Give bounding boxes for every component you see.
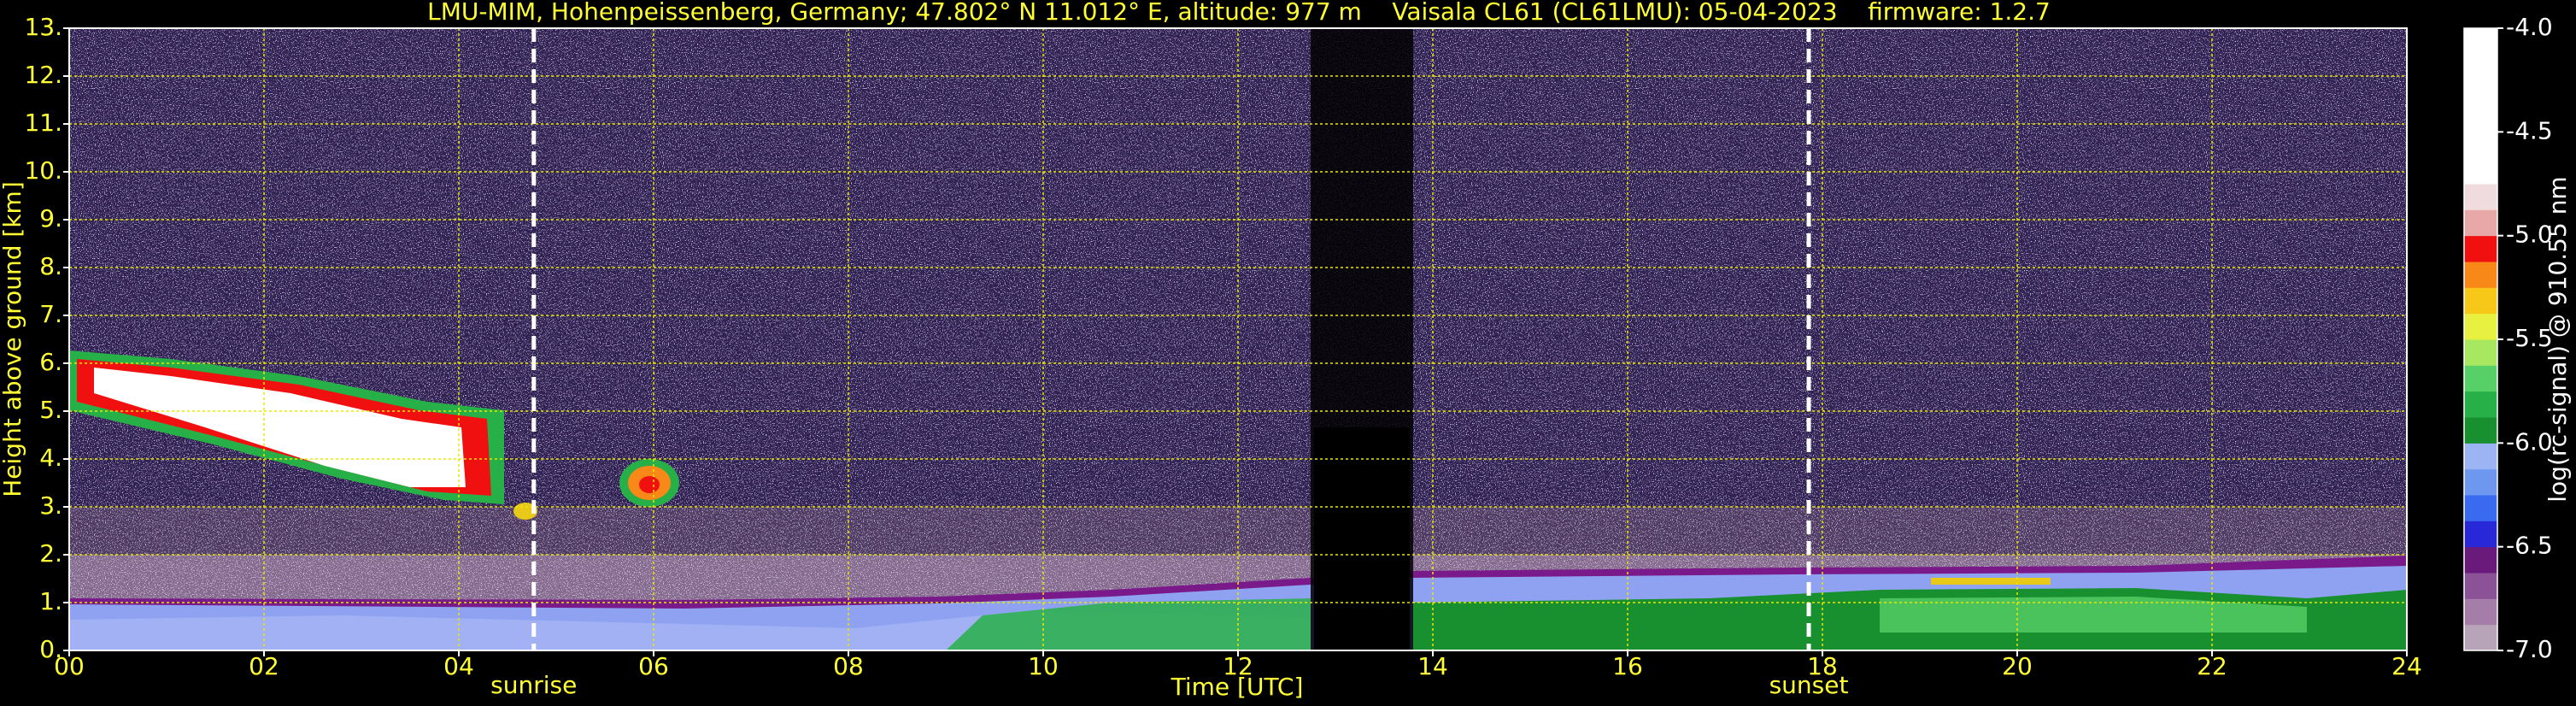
x-tick-label: 12	[1223, 652, 1253, 680]
colorbar-label: log(rc-signal) @ 910.55 nm	[2544, 176, 2572, 502]
colorbar-swatch	[2464, 235, 2497, 262]
x-tick-label: 06	[638, 652, 669, 680]
colorbar-swatch	[2464, 287, 2497, 315]
colorbar-swatch	[2464, 495, 2497, 521]
y-tick-label: 6.	[39, 348, 62, 376]
x-tick-label: 20	[2002, 652, 2033, 680]
colorbar-tick-label: -5.0	[2506, 221, 2553, 249]
colorbar-swatch	[2464, 339, 2497, 366]
colorbar-swatch	[2464, 209, 2497, 237]
colorbar-swatch	[2464, 106, 2497, 132]
colorbar-tick-label: -4.5	[2506, 116, 2553, 144]
colorbar-swatch	[2464, 417, 2497, 444]
colorbar-swatch	[2464, 598, 2497, 626]
annotation-label: sunset	[1769, 671, 1849, 699]
colorbar-swatch	[2464, 391, 2497, 418]
y-tick-label: 2.	[39, 539, 62, 568]
plot-frame	[68, 27, 2408, 651]
y-tick-label: 1.	[39, 587, 62, 615]
chart-title: LMU-MIM, Hohenpeissenberg, Germany; 47.8…	[427, 0, 2051, 26]
colorbar-swatch	[2464, 132, 2497, 159]
x-tick-label: 16	[1612, 652, 1643, 680]
colorbar-tick-label: -6.5	[2506, 532, 2553, 560]
colorbar-swatch	[2464, 546, 2497, 574]
colorbar-tick-label: -6.0	[2506, 427, 2553, 456]
x-tick-label: 22	[2197, 652, 2227, 680]
y-tick-label: 13.	[24, 13, 62, 41]
colorbar-swatch	[2464, 573, 2497, 599]
x-tick-label: 24	[2391, 652, 2422, 680]
y-tick-label: 12.	[24, 61, 62, 89]
colorbar-swatch	[2464, 521, 2497, 548]
colorbar-swatch	[2464, 443, 2497, 470]
colorbar-swatch	[2464, 28, 2497, 55]
y-tick-label: 0.	[39, 635, 62, 663]
x-tick-label: 02	[249, 652, 279, 680]
x-axis-label: Time [UTC]	[1171, 673, 1304, 701]
x-tick-label: 14	[1417, 652, 1448, 680]
x-tick-label: 18	[1807, 652, 1838, 680]
y-axis-label: Height above ground [km]	[0, 181, 26, 497]
y-tick-label: 4.	[39, 444, 62, 472]
y-tick-label: 10.	[24, 156, 62, 185]
annotation-label: sunrise	[490, 671, 577, 699]
colorbar-swatch	[2464, 79, 2497, 107]
y-tick-label: 5.	[39, 396, 62, 424]
x-tick-label: 08	[833, 652, 864, 680]
colorbar-swatch	[2464, 624, 2497, 651]
y-tick-label: 7.	[39, 300, 62, 328]
colorbar-swatch	[2464, 54, 2497, 81]
colorbar-tick-label: -5.5	[2506, 324, 2553, 352]
colorbar-swatch	[2464, 468, 2497, 496]
colorbar-tick-label: -4.0	[2506, 13, 2553, 41]
colorbar-swatch	[2464, 262, 2497, 288]
x-tick-label: 04	[443, 652, 474, 680]
y-tick-label: 11.	[24, 109, 62, 137]
y-tick-label: 8.	[39, 252, 62, 280]
colorbar-swatch	[2464, 184, 2497, 210]
y-tick-label: 3.	[39, 491, 62, 520]
y-tick-label: 9.	[39, 204, 62, 232]
colorbar-swatch	[2464, 157, 2497, 185]
x-tick-label: 00	[54, 652, 85, 680]
colorbar-tick-label: -7.0	[2506, 635, 2553, 663]
colorbar-swatch	[2464, 313, 2497, 340]
x-tick-label: 10	[1028, 652, 1059, 680]
colorbar-swatch	[2464, 365, 2497, 392]
